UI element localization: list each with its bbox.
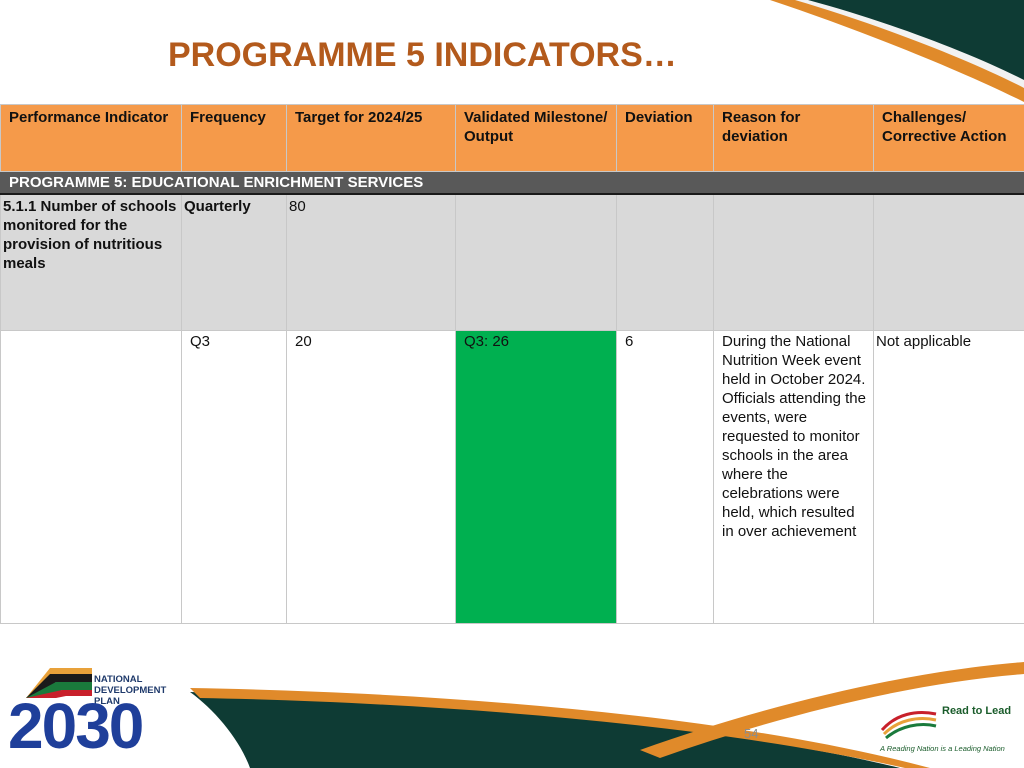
reason-cell bbox=[713, 193, 874, 331]
indicators-table: Performance Indicator Frequency Target f… bbox=[0, 104, 1024, 624]
header-deviation: Deviation bbox=[616, 104, 714, 172]
slide-title: PROGRAMME 5 INDICATORS… bbox=[168, 36, 677, 74]
page-number: 54 bbox=[744, 726, 759, 741]
deviation-cell: 6 bbox=[616, 330, 714, 624]
reason-cell: During the National Nutrition Week event… bbox=[713, 330, 874, 624]
table-row: Q3 20 Q3: 26 6 During the National Nutri… bbox=[0, 330, 1024, 624]
header-challenges: Challenges/ Corrective Action bbox=[873, 104, 1024, 172]
indicator-cell: 5.1.1 Number of schools monitored for th… bbox=[0, 193, 182, 331]
frequency-cell: Quarterly bbox=[181, 193, 287, 331]
section-title: PROGRAMME 5: EDUCATIONAL ENRICHMENT SERV… bbox=[0, 171, 1024, 195]
challenges-cell bbox=[873, 193, 1024, 331]
header-target: Target for 2024/25 bbox=[286, 104, 456, 172]
bottom-swoosh-decoration bbox=[190, 662, 1024, 768]
deviation-cell bbox=[616, 193, 714, 331]
read-to-lead-title: Read to Lead bbox=[942, 705, 1012, 717]
milestone-cell: Q3: 26 bbox=[455, 330, 617, 624]
header-frequency: Frequency bbox=[181, 104, 287, 172]
challenges-cell: Not applicable bbox=[873, 330, 1024, 624]
target-cell: 20 bbox=[286, 330, 456, 624]
section-row: PROGRAMME 5: EDUCATIONAL ENRICHMENT SERV… bbox=[0, 171, 1024, 195]
ndp-flag-icon bbox=[26, 668, 92, 698]
top-swoosh-decoration bbox=[770, 0, 1024, 102]
target-cell: 80 bbox=[286, 193, 456, 331]
header-validated-milestone: Validated Milestone/ Output bbox=[455, 104, 617, 172]
frequency-cell: Q3 bbox=[181, 330, 287, 624]
ndp-logo-year: 2030 bbox=[8, 690, 144, 762]
indicator-cell bbox=[0, 330, 182, 624]
milestone-cell bbox=[455, 193, 617, 331]
header-performance-indicator: Performance Indicator bbox=[0, 104, 182, 172]
table-row: 5.1.1 Number of schools monitored for th… bbox=[0, 193, 1024, 331]
ndp-logo-text: NATIONAL DEVELOPMENT PLAN bbox=[94, 674, 167, 707]
read-to-lead-tagline: A Reading Nation is a Leading Nation bbox=[880, 744, 1005, 753]
book-icon bbox=[880, 711, 937, 740]
table-header-row: Performance Indicator Frequency Target f… bbox=[0, 104, 1024, 172]
header-reason-for-deviation: Reason for deviation bbox=[713, 104, 874, 172]
